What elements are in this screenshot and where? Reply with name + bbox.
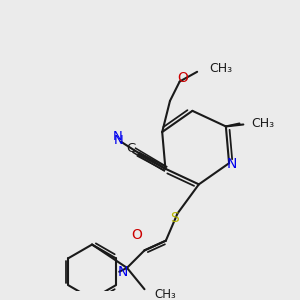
Text: O: O — [177, 70, 188, 85]
Text: O: O — [131, 228, 142, 242]
Text: N: N — [113, 130, 123, 143]
Text: S: S — [170, 211, 179, 225]
Text: N: N — [114, 134, 124, 147]
Text: CH₃: CH₃ — [209, 62, 232, 75]
Text: N: N — [118, 265, 128, 279]
Text: C: C — [126, 142, 135, 155]
Text: CH₃: CH₃ — [154, 288, 176, 300]
Text: N: N — [227, 157, 237, 171]
Text: CH₃: CH₃ — [251, 117, 274, 130]
